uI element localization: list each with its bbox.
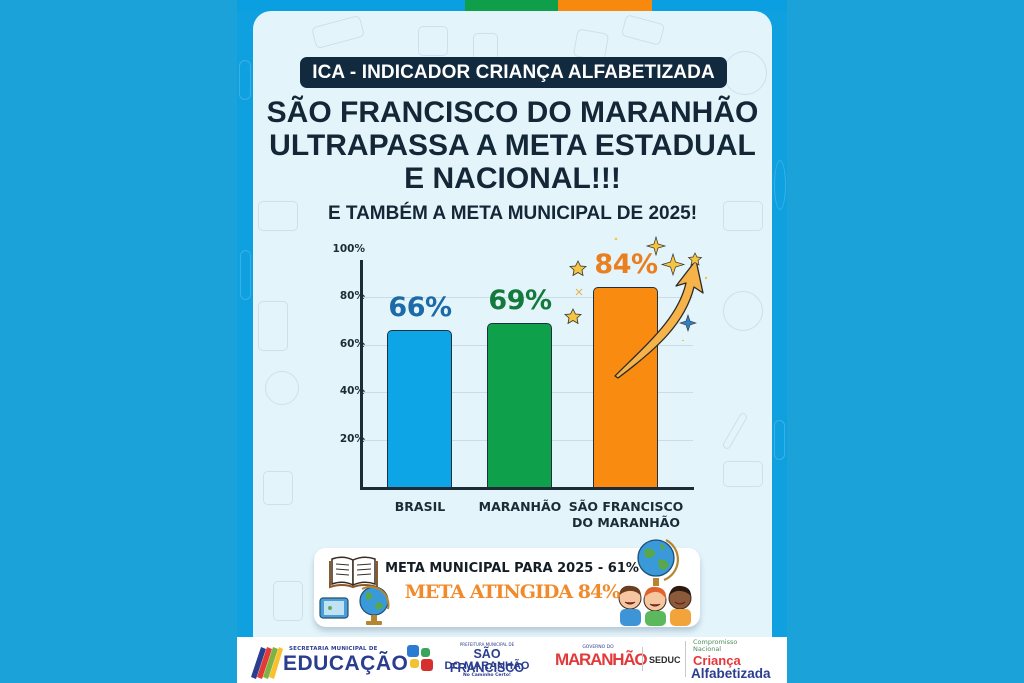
globe-doodle-icon (774, 160, 786, 210)
municipal-goal-banner: META MUNICIPAL PARA 2025 - 61% META ATIN… (314, 539, 700, 627)
headline-line-3: E NACIONAL!!! (404, 162, 621, 195)
doodle-icon (774, 420, 785, 460)
y-tick-80: 80% (339, 290, 365, 302)
small-globe-icon (359, 585, 390, 625)
bar-brasil (387, 330, 452, 488)
notebook-doodle-icon (418, 26, 448, 56)
leaf-icon (421, 648, 430, 657)
y-tick-60: 60% (339, 338, 365, 350)
doodle-icon (239, 60, 251, 100)
top-strip-blue-right (652, 0, 787, 11)
pencils-icon (251, 647, 283, 679)
heart-icon (421, 659, 433, 671)
x-label-sao-francisco-line2: DO MARANHÃO (572, 515, 680, 530)
book-doodle-icon (723, 461, 763, 487)
headline-line-2: ULTRAPASSA A META ESTADUAL (269, 129, 756, 162)
poster: ICA - INDICADOR CRIANÇA ALFABETIZADA SÃO… (237, 0, 787, 683)
value-label-maranhao: 69% (488, 285, 552, 316)
sparkle-stars-icon (564, 235, 708, 341)
y-tick-40: 40% (339, 385, 365, 397)
school-icon (407, 645, 419, 657)
y-tick-100: 100% (332, 243, 365, 255)
top-strip-green (465, 0, 558, 11)
hand-icon (410, 659, 419, 668)
globe-icon (637, 539, 679, 586)
gridline-80 (363, 297, 693, 298)
doodle-icon (240, 250, 251, 300)
headline-line-1: SÃO FRANCISCO DO MARANHÃO (266, 96, 759, 129)
logo-compromisso: Compromisso (693, 638, 738, 646)
logo-seduc: SEDUC (649, 655, 681, 665)
paper-doodle-icon (273, 581, 303, 621)
top-strip-orange (558, 0, 652, 11)
upward-arrow-icon (614, 259, 704, 379)
logo-sao-francisco-line2: DO MARANHÃO (444, 660, 530, 672)
y-axis (360, 260, 363, 489)
logo-educacao-big: EDUCAÇÃO (283, 652, 409, 675)
value-label-brasil: 66% (388, 292, 452, 323)
content-card: ICA - INDICADOR CRIANÇA ALFABETIZADA SÃO… (253, 11, 772, 651)
top-strip-blue (237, 0, 465, 11)
logo-alfabetizada: Alfabetizada (691, 666, 771, 681)
globe-doodle-icon (723, 291, 763, 331)
logo-governo-maranhao: GOVERNO DO MARANHÃO (553, 637, 648, 683)
municipal-goal-text: META MUNICIPAL PARA 2025 - 61% (385, 561, 639, 576)
goal-achieved-text: META ATINGIDA 84% (404, 581, 621, 603)
logo-crianca-alfabetizada: Compromisso Nacional Criança Alfabetizad… (689, 637, 787, 683)
logo-maranhao-word: MARANHÃO (555, 650, 648, 669)
logo-tagline: No Caminho Certo! (463, 673, 511, 678)
tablet-icon (319, 597, 349, 619)
footer-logos: SECRETARIA MUNICIPAL DE EDUCAÇÃO PREFEIT… (237, 637, 787, 683)
logo-prefeitura-small: PREFEITURA MUNICIPAL DE (459, 642, 515, 647)
logo-prefeitura-sao-francisco: PREFEITURA MUNICIPAL DE SÃO FRANCISCO DO… (407, 637, 537, 683)
logo-educacao-small: SECRETARIA MUNICIPAL DE (289, 646, 378, 652)
children-illustration-icon (618, 585, 692, 626)
x-label-sao-francisco-line1: SÃO FRANCISCO (568, 499, 684, 514)
logo-crianca: Criança (693, 653, 741, 668)
child-doodle-icon (265, 371, 299, 405)
logo-secretaria-educacao: SECRETARIA MUNICIPAL DE EDUCAÇÃO (247, 637, 408, 683)
subheadline: E TAMBÉM A META MUNICIPAL DE 2025! (327, 203, 698, 224)
book-doodle-icon (723, 201, 763, 231)
x-axis (360, 487, 694, 490)
paper-doodle-icon (263, 471, 293, 505)
logo-sao-francisco-line1: SÃO FRANCISCO (449, 647, 525, 675)
logo-nacional: Nacional (693, 645, 722, 653)
y-tick-20: 20% (339, 433, 365, 445)
logo-governo-small: GOVERNO DO (582, 645, 614, 650)
book-doodle-icon (258, 201, 298, 231)
open-book-icon (329, 556, 378, 589)
logo-divider (642, 647, 643, 671)
bar-maranhao (487, 323, 552, 488)
x-label-brasil: BRASIL (394, 499, 446, 514)
logo-divider (685, 641, 686, 677)
value-label-sao-francisco: 84% (594, 249, 658, 280)
x-label-maranhao: MARANHÃO (478, 499, 562, 514)
indicator-badge: ICA - INDICADOR CRIANÇA ALFABETIZADA (300, 57, 727, 88)
bar-chart: 100% 80% 60% 40% 20% 66% 69% 84% (253, 11, 772, 651)
notepad-doodle-icon (258, 301, 288, 351)
bar-sao-francisco (593, 287, 658, 488)
